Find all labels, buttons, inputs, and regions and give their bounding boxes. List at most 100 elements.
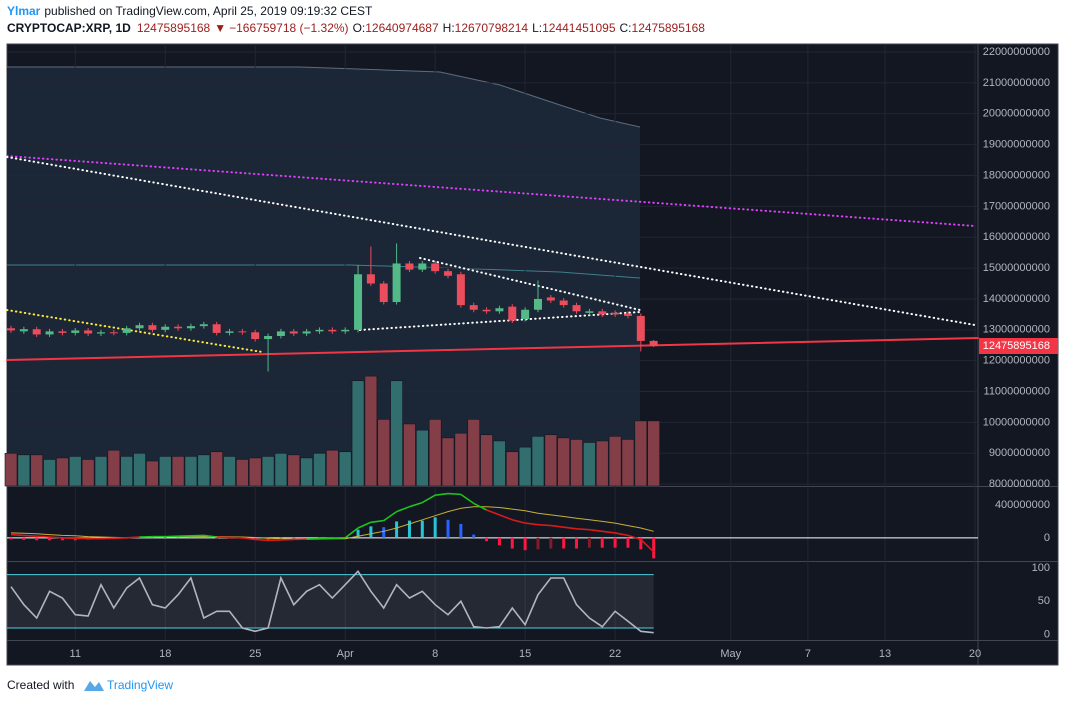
publisher[interactable]: Ylmar — [7, 4, 41, 18]
volume-bar — [531, 436, 545, 487]
macd-line — [242, 537, 256, 541]
candle-body — [289, 331, 298, 334]
candle-body — [186, 326, 195, 329]
macd-line — [602, 530, 616, 534]
macd-line — [512, 519, 526, 524]
candle-body — [212, 324, 221, 333]
macd-line — [435, 492, 449, 496]
volume-bar — [300, 457, 313, 487]
trend-line — [6, 155, 976, 227]
ohlc-value: 12670798214 — [455, 21, 529, 35]
candle-body — [611, 312, 620, 315]
macd-line — [23, 534, 37, 538]
macd-histogram-bar — [523, 537, 527, 551]
volume-bar — [634, 420, 648, 487]
macd-line — [550, 524, 564, 528]
volume-bar — [223, 456, 236, 487]
macd-histogram-bar — [382, 527, 386, 538]
candle-body — [598, 311, 607, 315]
macd-histogram-bar — [485, 537, 489, 542]
macd-histogram-bar — [48, 537, 52, 541]
macd-histogram-bar — [652, 537, 656, 559]
trend-line — [6, 309, 263, 353]
macd-histogram-bar — [626, 537, 630, 548]
macd-histogram-bar — [73, 537, 77, 541]
band-shade — [7, 67, 640, 486]
macd-line — [10, 533, 24, 537]
candle-body — [572, 305, 581, 312]
volume-bar — [467, 419, 481, 487]
macd-histogram-bar — [639, 537, 643, 550]
volume-bar — [30, 454, 44, 487]
candle-body — [135, 325, 144, 329]
candle-body — [559, 300, 568, 306]
volume-bar — [107, 449, 121, 487]
macd-line — [499, 514, 513, 521]
macd-histogram-bar — [575, 537, 579, 549]
macd-histogram-bar — [35, 537, 39, 541]
macd-histogram-bar — [407, 520, 411, 538]
ohlc-label: L: — [532, 21, 542, 35]
volume-bar — [403, 423, 416, 487]
x-tick-label: 8 — [432, 648, 438, 660]
volume-bar — [557, 437, 570, 487]
macd-histogram-bar — [459, 523, 463, 538]
candle-body — [148, 325, 157, 330]
ohlc-value: 12640974687 — [365, 21, 439, 35]
volume-bar — [621, 439, 635, 487]
volume-bar — [171, 456, 185, 487]
rsi-line — [10, 570, 654, 634]
candle-body — [585, 311, 594, 313]
macd-histogram-bar — [9, 537, 13, 540]
candle-body — [251, 332, 260, 340]
macd-line — [627, 534, 642, 541]
candle-body — [418, 263, 427, 270]
support-line — [6, 337, 979, 361]
candle-body — [7, 328, 15, 331]
candle-body — [495, 308, 504, 312]
candle-body — [58, 331, 67, 333]
macd-line — [409, 501, 423, 508]
macd-line — [421, 494, 436, 504]
volume-bar — [583, 442, 596, 487]
macd-line — [563, 526, 577, 530]
volume-bar — [544, 434, 558, 487]
footer-brand[interactable]: TradingView — [107, 678, 173, 692]
candle-body — [109, 332, 118, 334]
volume-bar — [94, 456, 108, 487]
candle-body — [71, 330, 80, 333]
macd-histogram-bar — [433, 517, 437, 538]
macd-line — [36, 535, 50, 538]
ohlc-label: O: — [353, 21, 366, 35]
volume-bar — [647, 420, 660, 487]
macd-line — [460, 493, 475, 505]
macd-line — [49, 536, 63, 539]
rsi-band-fill — [7, 574, 654, 628]
symbol-line: CRYPTOCAP:XRP, 1D 12475895168 ▼ −166759718 … — [7, 21, 705, 35]
y-tick-label: 17000000000 — [983, 200, 1050, 212]
candle-body — [431, 263, 440, 272]
macd-histogram-bar — [562, 537, 566, 549]
logo[interactable] — [84, 681, 104, 691]
volume-bar — [595, 440, 609, 487]
x-tick-label: 18 — [159, 648, 171, 660]
volume-bar — [261, 456, 275, 487]
volume-bar — [313, 452, 326, 487]
volume-bar — [518, 446, 532, 487]
y-tick-label: 13000000000 — [983, 324, 1050, 336]
y-tick-label: 16000000000 — [983, 231, 1050, 243]
rsi-tick-label: 0 — [1044, 629, 1050, 641]
volume-bar — [338, 451, 352, 487]
volume-bar — [248, 457, 262, 487]
volume-bar — [4, 452, 18, 487]
macd-histogram-bar — [60, 537, 64, 541]
volume-bar — [210, 451, 223, 487]
volume-bar — [274, 452, 288, 487]
x-tick-label: May — [720, 648, 741, 660]
y-tick-label: 9000000000 — [989, 447, 1050, 459]
last-price-label: 12475895168 — [983, 340, 1050, 352]
y-tick-label: 18000000000 — [983, 169, 1050, 181]
publish-line: Ylmar published on TradingView.com, April… — [7, 4, 373, 18]
candle-body — [649, 340, 658, 346]
candle-body — [392, 263, 401, 303]
